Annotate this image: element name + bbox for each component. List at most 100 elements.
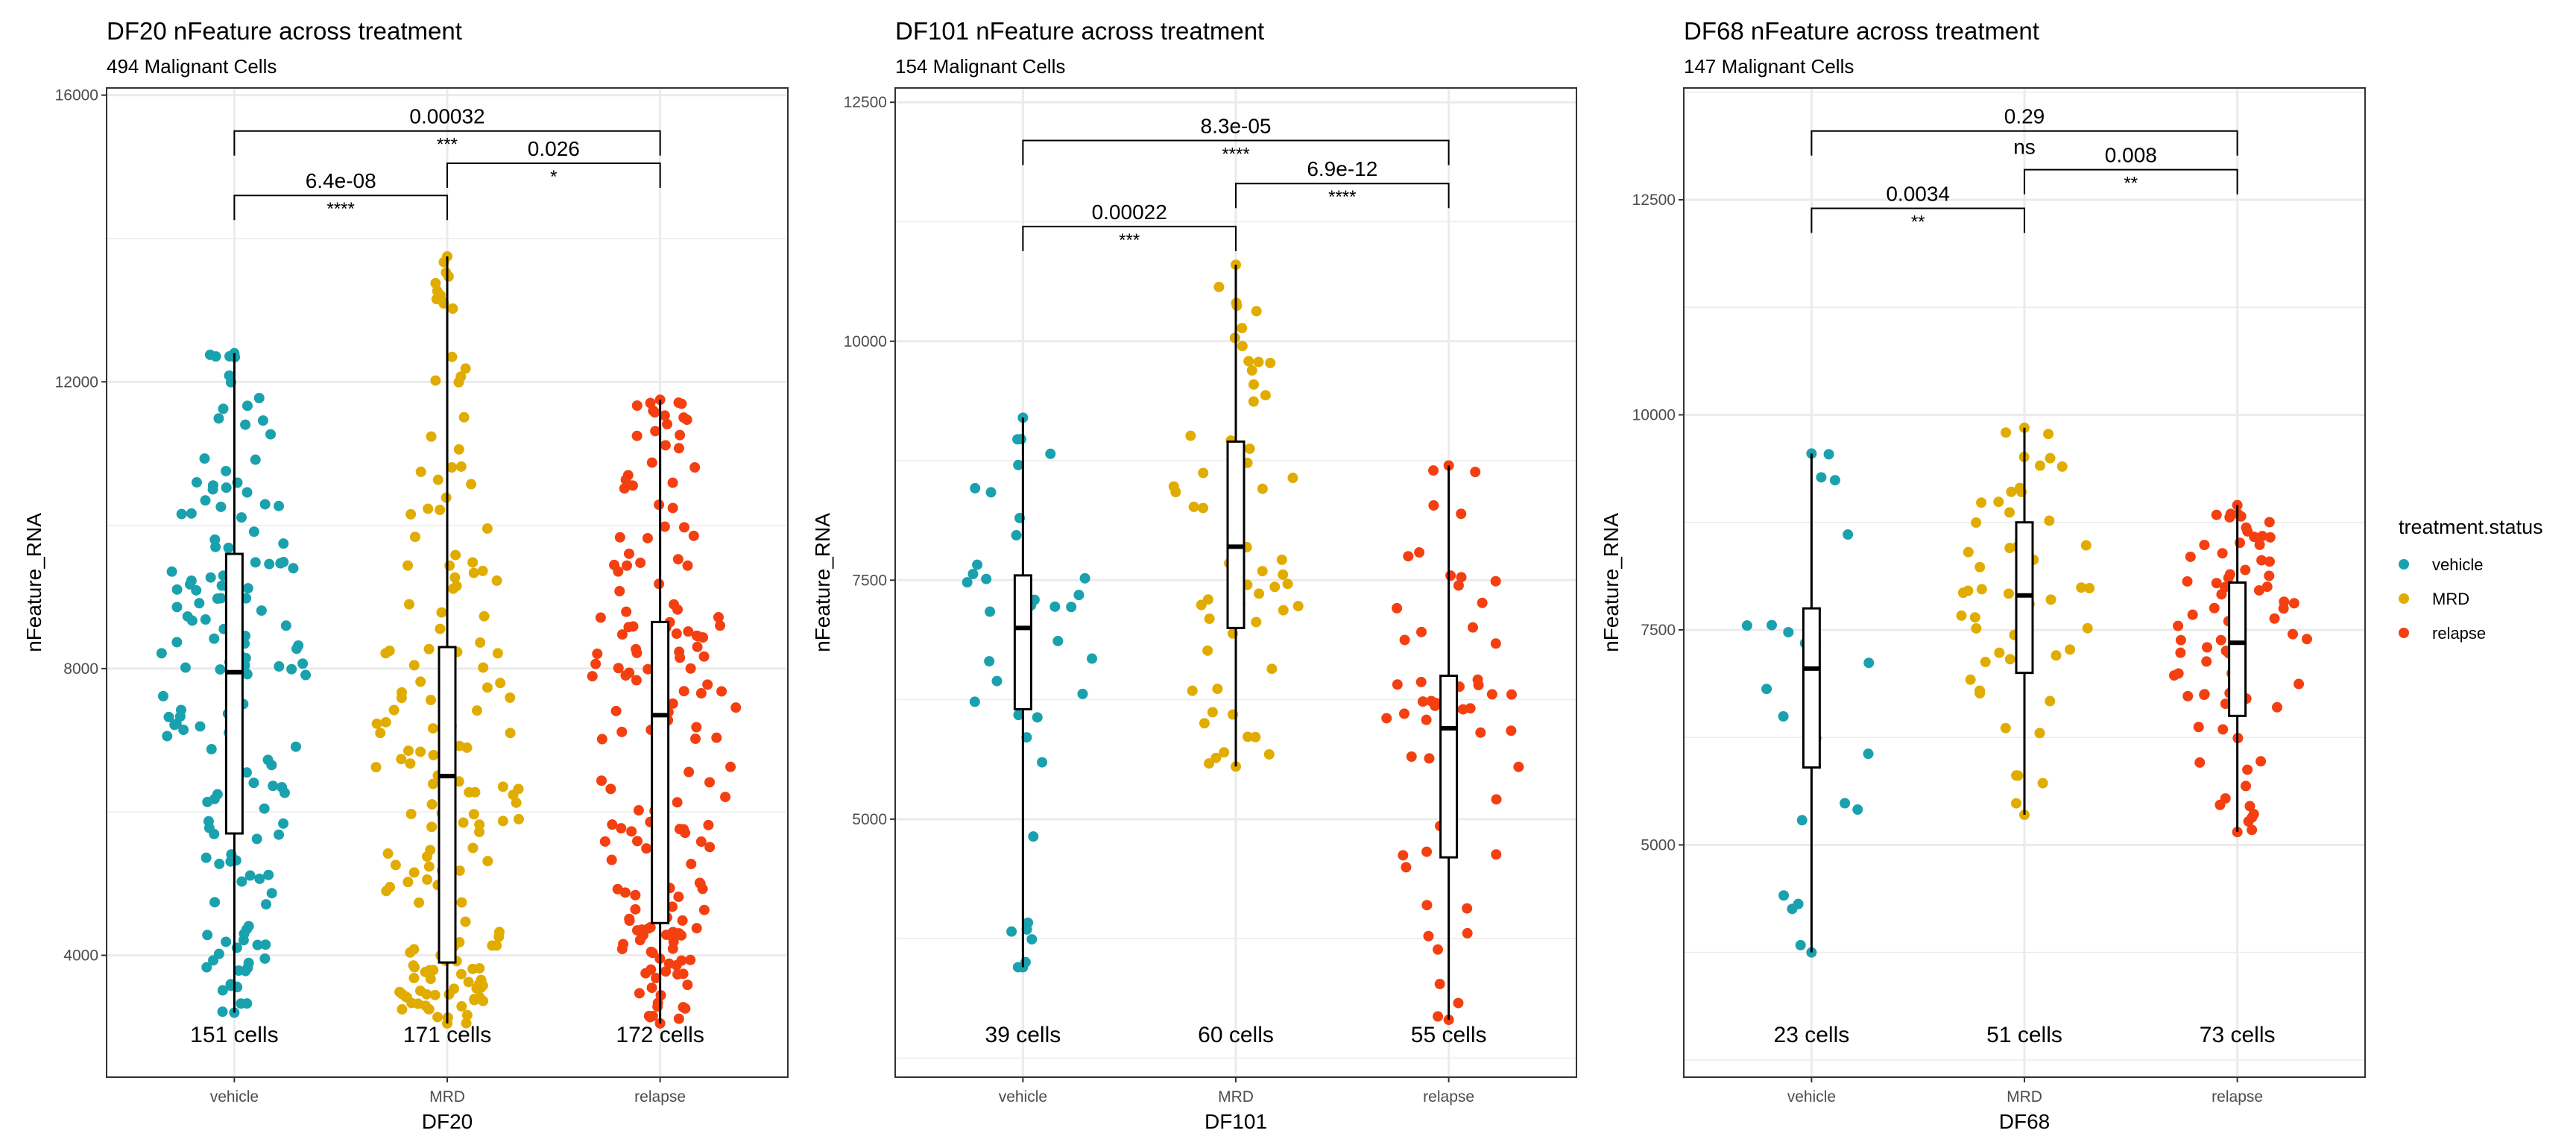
data-point-vehicle [243,957,254,968]
data-point-mrd [432,474,443,485]
cell-count-label: 55 cells [1411,1023,1487,1047]
p-value-label: 0.026 [528,137,580,160]
data-point-relapse [2240,564,2251,575]
data-point-mrd [1282,578,1293,590]
data-point-relapse [2269,613,2280,624]
data-point-vehicle [1795,939,1806,950]
data-point-mrd [2034,460,2045,471]
data-point-relapse [622,470,634,481]
box-iqr [224,552,244,835]
chart-title: DF101 nFeature across treatment [895,17,1264,45]
data-point-relapse [1457,704,1468,715]
data-point-relapse [692,641,703,652]
data-point-mrd [430,277,441,288]
data-point-relapse [631,400,643,411]
data-point-relapse [643,663,654,675]
data-point-relapse [1421,846,1433,857]
data-point-vehicle [217,985,228,996]
significance-bracket [446,162,661,188]
data-point-relapse [595,612,606,623]
data-point-mrd [456,897,467,908]
data-point-mrd [381,886,392,897]
data-point-relapse [2264,556,2275,567]
data-point-relapse [2279,596,2290,608]
data-point-vehicle [1778,711,1789,722]
data-point-relapse [618,939,629,950]
data-point-mrd [463,977,474,988]
data-point-mrd [449,572,461,583]
data-point-relapse [2187,609,2198,620]
data-point-mrd [493,931,505,942]
data-point-mrd [1219,747,1230,758]
data-point-vehicle [240,419,251,430]
data-point-vehicle [157,690,168,701]
data-point-vehicle [163,711,174,722]
data-point-mrd [1243,356,1254,367]
data-point-vehicle [300,669,312,681]
data-point-relapse [646,457,657,468]
data-point-relapse [2175,634,2186,646]
p-value-label: 0.00022 [1092,201,1167,224]
data-point-relapse [662,419,673,430]
data-point-mrd [1276,554,1287,565]
data-point-mrd [1278,569,1289,580]
data-point-relapse [1475,727,1486,738]
x-tick-label: vehicle [999,1088,1047,1105]
data-point-mrd [471,705,482,716]
data-point-vehicle [278,818,289,829]
chart-subtitle: 154 Malignant Cells [895,55,1065,78]
data-point-mrd [425,974,436,985]
data-point-vehicle [205,572,216,583]
data-point-relapse [675,429,686,441]
data-point-relapse [672,554,684,565]
data-point-vehicle [275,558,286,569]
data-point-relapse [680,827,691,839]
data-point-mrd [2045,452,2056,464]
data-point-vehicle [201,852,212,863]
data-point-mrd [1993,496,2004,508]
cell-count-label: 39 cells [985,1023,1061,1047]
significance-label: **** [1328,187,1356,207]
data-point-vehicle [209,897,221,908]
data-point-relapse [1491,794,1502,805]
data-point-mrd [470,786,481,798]
data-point-vehicle [1079,572,1090,584]
data-point-mrd [423,643,435,654]
data-point-relapse [1401,862,1412,873]
data-point-vehicle [213,413,224,424]
data-point-mrd [1969,612,1980,623]
data-point-mrd [388,704,400,716]
data-point-mrd [1207,707,1218,718]
data-point-vehicle [1028,831,1039,842]
data-point-mrd [2037,777,2048,789]
data-point-relapse [667,943,678,954]
data-point-vehicle [265,429,277,440]
data-point-vehicle [967,568,979,579]
data-point-relapse [667,698,678,709]
data-point-vehicle [297,658,309,669]
legend-title: treatment.status [2399,516,2543,538]
data-point-mrd [1188,501,1199,512]
panel-border [106,87,789,1078]
data-point-mrd [2082,622,2093,634]
data-point-relapse [1416,626,1427,637]
y-tick-label: 8000 [63,660,98,678]
data-point-mrd [414,985,426,997]
data-point-relapse [678,522,689,533]
data-point-relapse [1491,849,1502,860]
data-point-vehicle [969,696,980,707]
significance-bracket [1811,130,2238,156]
data-point-relapse [1433,1011,1444,1022]
data-point-mrd [482,523,493,534]
x-tick-label: relapse [1423,1088,1474,1105]
data-point-mrd [384,645,395,656]
significance-label: *** [1119,230,1140,250]
data-point-relapse [2257,531,2268,542]
data-point-vehicle [166,566,177,577]
data-point-mrd [436,607,447,618]
data-point-vehicle [200,495,211,506]
data-point-mrd [1244,443,1255,454]
data-point-vehicle [202,930,213,941]
data-point-vehicle [242,583,253,594]
data-point-vehicle [1823,449,1834,460]
